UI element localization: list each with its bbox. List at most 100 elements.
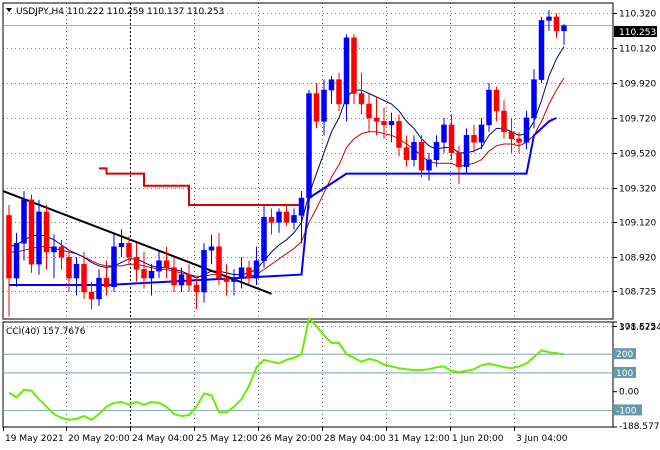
cci-label: 371.6724 (619, 323, 660, 333)
time-label: 26 May 20:00 (260, 434, 322, 444)
candle (373, 97, 380, 136)
candle (366, 93, 372, 132)
candle (336, 72, 342, 111)
candle (538, 16, 545, 84)
price-label: 108.920 (619, 254, 656, 264)
candle (141, 251, 147, 289)
candle (441, 117, 447, 153)
candle (88, 281, 95, 310)
time-label: 1 Jun 20:00 (452, 434, 504, 444)
price-label: 108.725 (619, 288, 656, 298)
price-label: 108.525 (619, 323, 656, 333)
candle (103, 260, 110, 296)
price-grid (3, 3, 613, 327)
candle (351, 34, 357, 104)
candle (291, 208, 297, 230)
ma-slow-line (9, 77, 565, 279)
cci-level-tag (614, 404, 642, 416)
candle (13, 232, 20, 287)
candle (321, 79, 327, 136)
cci-header: CCI(40) 157.7676 (6, 327, 86, 337)
candle (178, 267, 185, 293)
time-label: 3 Jun 04:00 (516, 434, 568, 444)
candle (148, 264, 155, 296)
candle (433, 135, 440, 167)
candle (246, 260, 252, 286)
candle (186, 264, 192, 293)
time-label: 25 May 12:00 (196, 434, 258, 444)
candle (388, 112, 395, 143)
candle (238, 257, 245, 289)
time-label: 20 May 20:00 (68, 434, 130, 444)
candle (268, 208, 275, 235)
candle (403, 135, 410, 167)
time-label: 19 May 2021 (5, 434, 64, 444)
candle (156, 250, 162, 279)
candle (553, 13, 560, 38)
cci-levels (3, 353, 613, 411)
candle (546, 9, 552, 31)
candle (261, 204, 267, 268)
candle (6, 204, 12, 317)
candle (478, 117, 485, 150)
cci-label: 0.00 (619, 388, 639, 398)
candle (381, 107, 387, 139)
price-label: 109.720 (619, 115, 656, 125)
collapse-triangle-icon[interactable] (6, 8, 12, 12)
candle (456, 145, 462, 185)
candle (448, 114, 455, 160)
candle (508, 117, 515, 153)
candle (208, 234, 215, 265)
candle (126, 236, 132, 265)
candle (418, 135, 425, 178)
candle (501, 100, 507, 139)
candle (43, 204, 50, 270)
candle (163, 246, 170, 279)
cci-level-tag (614, 348, 636, 360)
cci-level-label: 200 (616, 350, 633, 360)
candle (81, 251, 87, 299)
candle (223, 264, 230, 296)
candle (111, 234, 117, 293)
time-axis-labels: 19 May 2021 20 May 20:00 24 May 04:00 25 Ma… (3, 427, 568, 444)
candle (58, 239, 65, 270)
candle (516, 131, 522, 153)
candle (531, 69, 537, 129)
current-price-label: 110.253 (619, 28, 656, 38)
red-stop-line (99, 167, 302, 206)
candle (523, 110, 530, 150)
price-label: 109.320 (619, 185, 656, 195)
candle (36, 199, 42, 275)
candle (486, 83, 492, 132)
price-axis-labels: 110.320 110.120 109.920 109.720 109.520 109.3… (613, 10, 656, 333)
cci-label: -188.5774 (619, 422, 660, 432)
candle (358, 72, 365, 115)
time-label: 24 May 04:00 (132, 434, 194, 444)
candle (216, 232, 222, 286)
candle (171, 257, 177, 293)
candle (493, 86, 500, 122)
candle (298, 191, 305, 244)
cci-level-label: -100 (616, 406, 637, 416)
cci-axis-labels: 371.6724 200 100 0.00 -100 -188.5774 (613, 321, 660, 432)
candle (306, 90, 312, 209)
cci-level-tag (614, 366, 636, 378)
candle (231, 269, 237, 296)
price-label: 110.320 (619, 10, 656, 20)
candle (28, 194, 35, 273)
candle (276, 208, 282, 233)
cci-polyline (8, 316, 565, 421)
cci-panel[interactable]: CCI(40) 157.7676 371.6724 200 100 0.00 -100 -… (2, 316, 660, 432)
candle (253, 246, 260, 286)
candle (66, 250, 72, 293)
candle (411, 135, 417, 167)
candle (328, 76, 335, 104)
price-panel[interactable]: USDJPY,H4 110.222 110.259 110.137 110.25… (2, 2, 657, 333)
price-label: 109.920 (619, 80, 656, 90)
price-label: 110.120 (619, 45, 656, 55)
candles (6, 9, 567, 317)
cci-grid (66, 322, 515, 427)
price-label: 109.520 (619, 150, 656, 160)
